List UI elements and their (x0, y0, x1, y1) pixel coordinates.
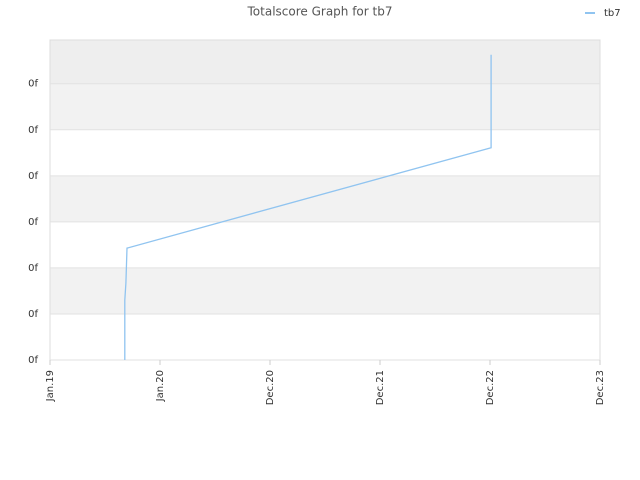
band (50, 129, 600, 176)
x-tick-label: Dec.20 (265, 370, 276, 405)
plot-background (50, 40, 600, 360)
y-tick-label: 0f (28, 263, 38, 274)
x-tick-label: Jan.19 (45, 370, 56, 402)
x-tick-label: Dec.21 (375, 370, 386, 405)
y-tick-label: 0f (28, 217, 38, 228)
x-tick-label: Dec.23 (595, 370, 606, 405)
band (50, 267, 600, 314)
band (50, 83, 600, 130)
legend-label: tb7 (604, 8, 621, 19)
y-tick-label: 0f (28, 125, 38, 136)
chart-title: Totalscore Graph for tb7 (247, 5, 393, 19)
line (124, 54, 492, 360)
band (50, 221, 600, 268)
x-tick-label: Jan.20 (155, 370, 166, 402)
band (50, 40, 600, 84)
y-tick-label: 0f (28, 171, 38, 182)
band (50, 175, 600, 222)
band (50, 313, 600, 360)
y-tick-label: 0f (28, 355, 38, 366)
y-tick-label: 0f (28, 309, 38, 320)
y-tick-label: 0f (28, 79, 38, 90)
x-tick-label: Dec.22 (485, 370, 496, 405)
